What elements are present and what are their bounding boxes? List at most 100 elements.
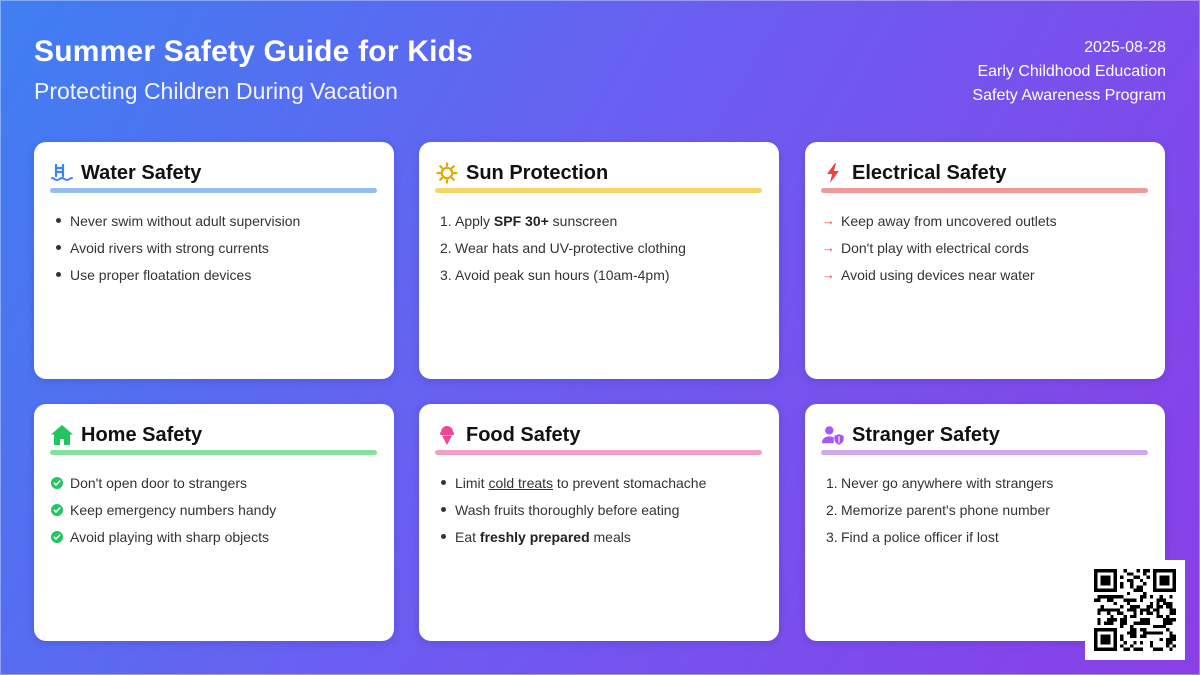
card-header: Stranger Safety: [821, 422, 1148, 448]
card-title: Home Safety: [81, 424, 203, 446]
list-item-text: Eat freshly prepared meals: [455, 529, 631, 545]
list-item-text: Apply SPF 30+ sunscreen: [455, 213, 617, 229]
list-number: 2.: [440, 239, 452, 256]
list-item-text: Find a police officer if lost: [841, 528, 999, 545]
list-item-text: Never go anywhere with strangers: [841, 474, 1054, 491]
program-label: Safety Awareness Program: [972, 87, 1166, 104]
check-circle-icon: [51, 503, 63, 516]
list-item: Avoid rivers with strong currents: [50, 234, 377, 261]
card-title-underline: [821, 188, 1148, 193]
card-header: Sun Protection: [435, 160, 762, 186]
text-segment: meals: [589, 528, 631, 545]
card-item-list: Limit cold treats to prevent stomachache…: [435, 469, 762, 550]
list-number: 3.: [826, 528, 838, 545]
list-number: 1.: [440, 212, 452, 229]
text-segment: Apply: [455, 212, 494, 229]
list-item: Eat freshly prepared meals: [435, 523, 762, 550]
list-number: 2.: [826, 501, 838, 518]
bullet-marker: [435, 534, 455, 539]
card-water-safety: Water Safety Never swim without adult sup…: [34, 142, 394, 379]
list-item-text: Wash fruits thoroughly before eating: [455, 501, 680, 518]
text-segment: Limit: [455, 474, 489, 491]
arrow-right-icon: →: [822, 240, 835, 255]
card-title: Water Safety: [81, 162, 202, 184]
card-title: Electrical Safety: [852, 162, 1007, 184]
arrow-marker: →: [821, 213, 841, 228]
list-item-text: Memorize parent's phone number: [841, 501, 1050, 518]
page-subtitle: Protecting Children During Vacation: [34, 78, 398, 104]
list-item-text: Avoid peak sun hours (10am-4pm): [455, 266, 670, 283]
arrow-marker: →: [821, 267, 841, 282]
list-number: 1.: [826, 474, 838, 491]
list-item-text: Don't open door to strangers: [70, 474, 248, 491]
text-segment: Eat: [455, 528, 480, 545]
card-title-underline: [821, 450, 1148, 455]
card-item-list: Never swim without adult supervision Avoi…: [50, 207, 377, 288]
bullet-marker: [435, 507, 455, 512]
card-title-underline: [50, 188, 377, 193]
list-item: 3. Find a police officer if lost: [821, 523, 1148, 550]
bold-text: freshly prepared: [479, 528, 590, 545]
card-title: Sun Protection: [466, 162, 609, 184]
bullet-marker: [50, 218, 70, 223]
card-header: Electrical Safety: [821, 160, 1148, 186]
bullet-marker: [50, 245, 70, 250]
bold-text: SPF 30+: [493, 212, 549, 229]
card-header: Food Safety: [435, 422, 762, 448]
list-item: → Keep away from uncovered outlets: [821, 207, 1148, 234]
bullet-dot: [441, 480, 446, 485]
list-item-text: Avoid using devices near water: [841, 266, 1035, 283]
list-item-text: Avoid rivers with strong currents: [70, 239, 269, 256]
card-title-underline: [435, 450, 762, 455]
list-item: 3. Avoid peak sun hours (10am-4pm): [435, 261, 762, 288]
list-item: 1. Apply SPF 30+ sunscreen: [435, 207, 762, 234]
header: Summer Safety Guide for Kids Protecting …: [34, 34, 473, 106]
list-item-text: Don't play with electrical cords: [841, 239, 1029, 256]
arrow-marker: →: [821, 240, 841, 255]
card-header: Water Safety: [50, 160, 377, 186]
list-item: Avoid playing with sharp objects: [50, 523, 377, 550]
list-item: Limit cold treats to prevent stomachache: [435, 469, 762, 496]
qr-code-icon: [1085, 560, 1185, 660]
card-food-safety: Food Safety Limit cold treats to prevent …: [419, 404, 779, 641]
list-item-text: Wear hats and UV-protective clothing: [455, 239, 686, 256]
card-title: Food Safety: [466, 424, 581, 446]
ice-cream-icon: [435, 423, 459, 447]
list-item-text: Keep away from uncovered outlets: [841, 212, 1057, 229]
card-title: Stranger Safety: [852, 424, 1000, 446]
check-marker: [50, 503, 70, 516]
list-item-text: Keep emergency numbers handy: [70, 501, 277, 518]
list-item-text: Limit cold treats to prevent stomachache: [455, 475, 706, 491]
check-circle-icon: [51, 476, 63, 489]
bullet-marker: [435, 480, 455, 485]
card-header: Home Safety: [50, 422, 377, 448]
check-circle-icon: [51, 530, 63, 543]
swimming-pool-icon: [50, 161, 74, 185]
card-title-underline: [435, 188, 762, 193]
lightning-bolt-icon: [821, 161, 845, 185]
check-marker: [50, 476, 70, 489]
card-electrical-safety: Electrical Safety → Keep away from uncover…: [805, 142, 1165, 379]
text-segment: to prevent stomachache: [553, 474, 707, 491]
house-icon: [50, 423, 74, 447]
list-item: Use proper floatation devices: [50, 261, 377, 288]
bullet-marker: [50, 272, 70, 277]
check-marker: [50, 530, 70, 543]
list-item: → Avoid using devices near water: [821, 261, 1148, 288]
card-home-safety: Home Safety Don't open door to strangers K…: [34, 404, 394, 641]
list-item: 2. Wear hats and UV-protective clothing: [435, 234, 762, 261]
list-item: Wash fruits thoroughly before eating: [435, 496, 762, 523]
page-title: Summer Safety Guide for Kids: [34, 35, 474, 68]
arrow-right-icon: →: [822, 213, 835, 228]
meta-info: 2025-08-28 Early Childhood Education Saf…: [972, 36, 1166, 108]
card-item-list: 1. Never go anywhere with strangers 2. Memo…: [821, 469, 1148, 550]
list-item: 1. Never go anywhere with strangers: [821, 469, 1148, 496]
list-number: 3.: [440, 266, 452, 283]
bullet-dot: [56, 218, 61, 223]
bullet-dot: [441, 534, 446, 539]
department-label: Early Childhood Education: [977, 63, 1166, 80]
list-item: Keep emergency numbers handy: [50, 496, 377, 523]
card-item-list: → Keep away from uncovered outlets → Don't …: [821, 207, 1148, 288]
bullet-dot: [441, 507, 446, 512]
date-label: 2025-08-28: [1084, 39, 1166, 56]
